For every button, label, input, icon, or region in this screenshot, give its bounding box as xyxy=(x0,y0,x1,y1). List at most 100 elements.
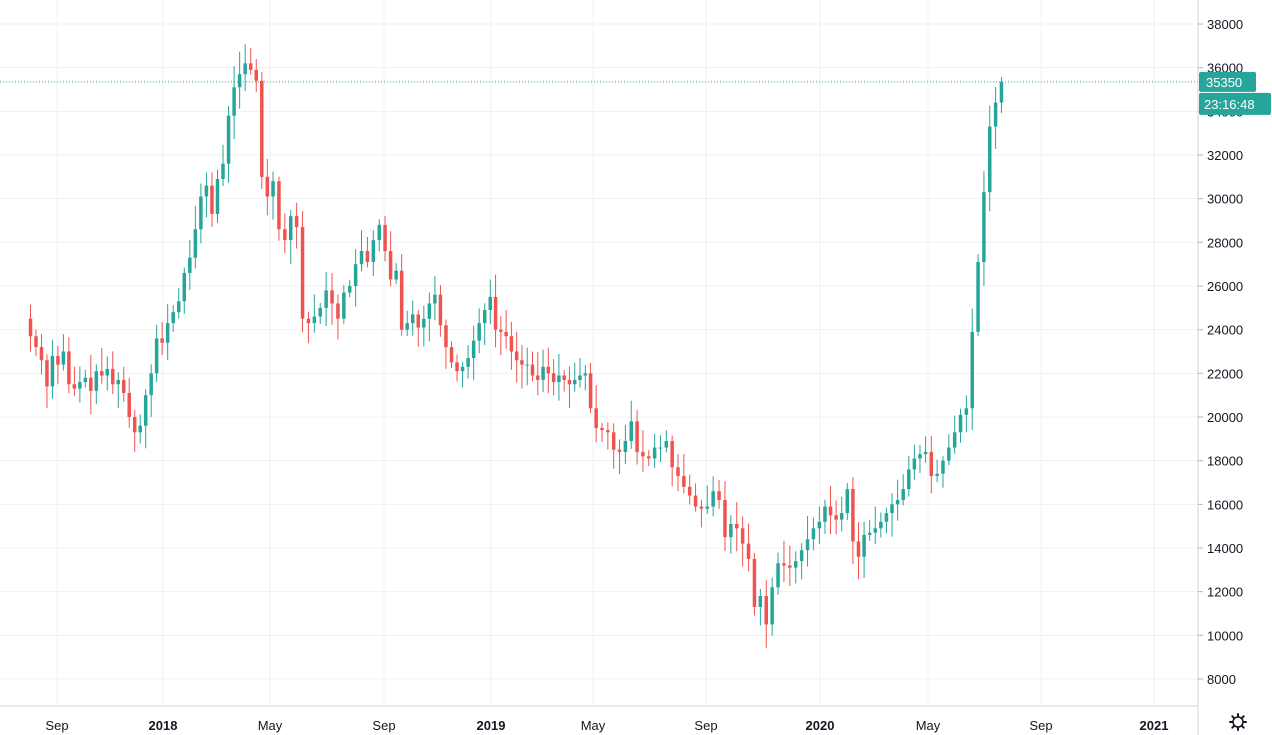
candle-body xyxy=(907,469,911,490)
candle-body xyxy=(851,489,855,542)
candle-body xyxy=(890,504,894,514)
candle-body xyxy=(248,63,253,70)
time-tick-label: May xyxy=(258,718,283,733)
candle-body xyxy=(572,379,577,385)
candle-body xyxy=(901,489,905,500)
candle-body xyxy=(652,447,657,459)
candle-body xyxy=(416,314,421,328)
candles xyxy=(28,44,1004,648)
settings-gear-icon[interactable] xyxy=(1229,713,1247,731)
candle-body xyxy=(100,371,104,376)
candle-body xyxy=(438,294,443,326)
candle-body xyxy=(799,550,804,562)
price-tick-label: 38000 xyxy=(1207,17,1243,32)
candle-body xyxy=(504,331,508,337)
time-tick-label: Sep xyxy=(45,718,68,733)
candle-body xyxy=(132,417,137,433)
price-tick-label: 28000 xyxy=(1207,235,1243,250)
time-tick-label: May xyxy=(581,718,606,733)
candle-body xyxy=(658,447,663,449)
candle-body xyxy=(61,351,66,365)
candle-body xyxy=(371,240,376,262)
candle-body xyxy=(127,392,131,417)
price-tick-label: 26000 xyxy=(1207,279,1243,294)
candle-body xyxy=(525,364,529,366)
candle-body xyxy=(723,499,727,538)
time-tick-label: Sep xyxy=(694,718,717,733)
price-tick-label: 18000 xyxy=(1207,454,1243,469)
candle-body xyxy=(78,382,82,389)
candle-body xyxy=(405,323,409,330)
grid-lines xyxy=(0,0,1198,706)
candle-body xyxy=(600,427,604,431)
candle-body xyxy=(204,185,209,197)
price-tick-label: 10000 xyxy=(1207,628,1243,643)
candle-body xyxy=(588,373,593,409)
candle-body xyxy=(952,432,957,448)
candle-body xyxy=(143,395,148,426)
candle-body xyxy=(342,292,346,319)
candle-body xyxy=(958,414,963,433)
price-tick-label: 32000 xyxy=(1207,148,1243,163)
candle-body xyxy=(427,303,432,319)
candle-body xyxy=(318,307,322,317)
time-axis[interactable]: Sep 2018 May Sep 2019 May Sep 2020 May Sep 2021 xyxy=(45,718,1168,733)
candle-body xyxy=(758,596,763,607)
candle-body xyxy=(288,216,293,241)
candle-body xyxy=(867,532,872,535)
candle-body xyxy=(717,491,721,500)
price-tick-label: 20000 xyxy=(1207,410,1243,425)
candle-body xyxy=(862,534,866,557)
candle-body xyxy=(856,541,861,557)
candle-body xyxy=(541,366,545,380)
candle-body xyxy=(929,451,934,476)
candle-body xyxy=(493,296,498,330)
candle-body xyxy=(839,513,844,520)
last-price-badge-bg xyxy=(1199,71,1256,92)
candle-body xyxy=(873,528,878,533)
candle-body xyxy=(817,521,822,529)
candle-body xyxy=(94,371,99,391)
price-axis[interactable]: 8000 10000 12000 14000 16000 18000 20000 22000 2… xyxy=(1198,17,1243,687)
candle-body xyxy=(160,338,164,343)
candle-body xyxy=(923,451,928,455)
candle-body xyxy=(879,521,883,529)
candle-body xyxy=(782,563,786,566)
candle-body xyxy=(111,368,115,385)
candle-body xyxy=(154,338,159,374)
candle-body xyxy=(243,63,247,75)
candle-body xyxy=(138,425,142,433)
candle-body xyxy=(105,368,110,376)
time-tick-label: 2020 xyxy=(806,718,835,733)
axes xyxy=(0,0,1199,735)
candle-body xyxy=(635,421,639,452)
bar-countdown-timer: 23:16:48 xyxy=(1204,97,1255,112)
candle-body xyxy=(693,495,698,507)
candle-body xyxy=(699,506,704,509)
candle-body xyxy=(226,115,231,164)
candle-body xyxy=(294,216,299,228)
candle-body xyxy=(67,351,71,385)
candle-body xyxy=(947,447,951,461)
candle-body xyxy=(895,499,900,505)
candle-body xyxy=(34,336,38,348)
candle-body xyxy=(611,432,616,450)
price-tick-label: 12000 xyxy=(1207,585,1243,600)
candle-body xyxy=(410,314,415,324)
candle-body xyxy=(964,408,969,415)
candle-body xyxy=(50,355,55,387)
candle-body xyxy=(567,379,572,385)
price-tick-label: 16000 xyxy=(1207,497,1243,512)
candle-body xyxy=(935,473,939,476)
candle-body xyxy=(629,421,633,442)
candle-body xyxy=(705,506,710,509)
candle-body xyxy=(752,558,757,607)
candle-body xyxy=(394,270,398,280)
candle-body xyxy=(676,467,680,476)
candle-body xyxy=(182,272,187,302)
candle-body xyxy=(520,360,524,365)
candle-body xyxy=(557,375,561,383)
candle-body xyxy=(578,375,582,380)
candle-body xyxy=(377,224,381,241)
